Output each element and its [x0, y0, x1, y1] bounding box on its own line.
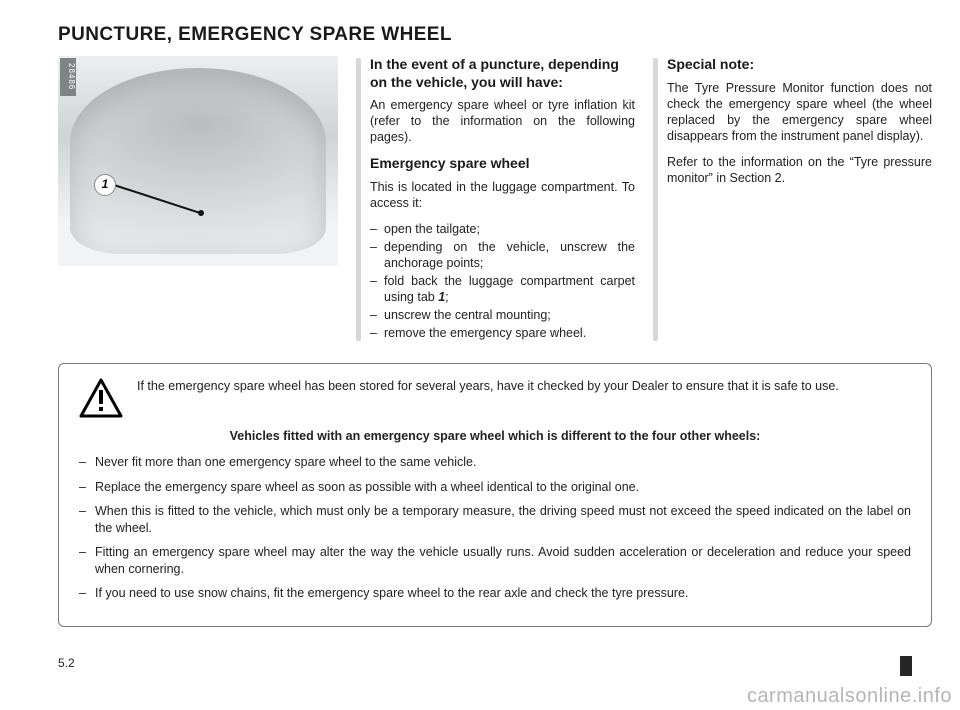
heading-puncture-event: In the event of a puncture, depending on…	[370, 56, 635, 91]
warning-lead: If the emergency spare wheel has been st…	[137, 378, 911, 418]
step-fold-carpet-pre: fold back the luggage compartment carpet…	[384, 274, 635, 304]
trunk-figure: 28486 1	[58, 56, 338, 266]
warning-list: Never fit more than one emergency spare …	[79, 454, 911, 602]
para-tpm-note: The Tyre Pressure Monitor function does …	[667, 80, 932, 144]
print-mark	[900, 656, 912, 676]
page-number: 5.2	[58, 656, 75, 670]
column-special-note: Special note: The Tyre Pressure Monitor …	[653, 56, 932, 349]
image-id-tag: 28486	[60, 58, 76, 96]
warning-icon	[79, 378, 123, 418]
para-location: This is located in the luggage compartme…	[370, 179, 635, 211]
para-tpm-ref: Refer to the information on the “Tyre pr…	[667, 154, 932, 186]
column-figure: 28486 1	[58, 56, 338, 349]
step-fold-carpet: fold back the luggage compartment carpet…	[370, 273, 635, 305]
heading-special-note: Special note:	[667, 56, 932, 74]
warning-item-snow-chains: If you need to use snow chains, fit the …	[79, 585, 911, 602]
warning-item-handling: Fitting an emergency spare wheel may alt…	[79, 544, 911, 577]
callout-dot	[198, 210, 204, 216]
para-kit-reference: An emergency spare wheel or tyre inflati…	[370, 97, 635, 145]
access-steps: open the tailgate; depending on the vehi…	[370, 221, 635, 341]
manual-page: PUNCTURE, EMERGENCY SPARE WHEEL 28486 1 …	[0, 0, 960, 710]
content-columns: 28486 1 In the event of a puncture, depe…	[58, 56, 932, 349]
step-unscrew-mounting: unscrew the central mounting;	[370, 307, 635, 323]
step-remove-wheel: remove the emergency spare wheel.	[370, 325, 635, 341]
callout-1: 1	[94, 174, 116, 196]
step-unscrew-anchorage: depending on the vehicle, unscrew the an…	[370, 239, 635, 271]
step-fold-carpet-post: ;	[445, 290, 448, 304]
step-open-tailgate: open the tailgate;	[370, 221, 635, 237]
page-title: PUNCTURE, EMERGENCY SPARE WHEEL	[58, 24, 932, 46]
column-instructions: In the event of a puncture, depending on…	[356, 56, 635, 349]
warning-item-replace-asap: Replace the emergency spare wheel as soo…	[79, 479, 911, 496]
warning-item-single-spare: Never fit more than one emergency spare …	[79, 454, 911, 471]
heading-spare-wheel: Emergency spare wheel	[370, 155, 635, 173]
warning-item-speed-limit: When this is fitted to the vehicle, whic…	[79, 503, 911, 536]
watermark: carmanualsonline.info	[747, 685, 952, 708]
warning-subtitle: Vehicles fitted with an emergency spare …	[79, 428, 911, 445]
warning-header: If the emergency spare wheel has been st…	[79, 378, 911, 418]
warning-box: If the emergency spare wheel has been st…	[58, 363, 932, 627]
boot-shape	[70, 68, 326, 254]
